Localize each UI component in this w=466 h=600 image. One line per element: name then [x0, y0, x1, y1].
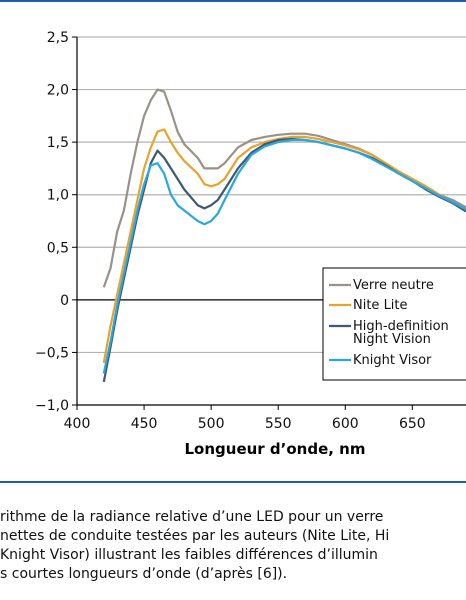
legend-label: Verre neutre: [353, 278, 434, 293]
x-tick-label: 400: [64, 416, 91, 432]
series-lines: [102, 88, 466, 383]
x-tick-label: 550: [265, 416, 292, 432]
bottom-border-line: [0, 481, 466, 483]
legend-label: High-definition: [353, 319, 449, 334]
y-tick-label: −0,5: [35, 345, 69, 361]
y-tick-label: 2,0: [47, 83, 69, 99]
caption-line: Knight Visor) illustrant les faibles dif…: [0, 547, 378, 563]
y-tick-label: 0: [60, 293, 69, 309]
axes: [72, 36, 466, 410]
caption-line: nettes de conduite testées par les auteu…: [0, 528, 390, 544]
x-axis-label: Longueur d’onde, nm: [185, 440, 366, 458]
series-line: [102, 138, 466, 374]
caption-line: rithme de la radiance relative d’une LED…: [0, 509, 384, 525]
y-tick-label: 0,5: [47, 240, 69, 256]
legend: Verre neutre Nite Lite High-definitionNigh…: [322, 267, 466, 381]
legend-label: Night Vision: [353, 332, 431, 347]
tick-labels: −1,0 −0,5 0 0,5 1,0 1,5 2,0 2,5 400 450 500 550 600 6…: [35, 30, 426, 432]
legend-box: [322, 267, 466, 381]
figure-caption: rithme de la radiance relative d’une LED…: [0, 508, 466, 584]
legend-label: Nite Lite: [353, 298, 408, 313]
legend-label: Knight Visor: [353, 353, 432, 368]
x-tick-label: 650: [399, 416, 426, 432]
y-tick-label: 1,0: [47, 188, 69, 204]
x-tick-label: 600: [332, 416, 359, 432]
caption-line: s courtes longueurs d’onde (d’après [6])…: [0, 566, 288, 582]
x-tick-label: 450: [131, 416, 158, 432]
y-tick-label: 1,5: [47, 135, 69, 151]
y-tick-label: −1,0: [35, 398, 69, 414]
series-line: [102, 128, 466, 364]
x-tick-label: 500: [198, 416, 225, 432]
y-tick-label: 2,5: [47, 30, 69, 46]
series-line: [102, 88, 466, 288]
radiance-chart: −1,0 −0,5 0 0,5 1,0 1,5 2,0 2,5 400 450 500 550 600 6…: [35, 30, 466, 458]
top-border-line: [0, 0, 466, 2]
